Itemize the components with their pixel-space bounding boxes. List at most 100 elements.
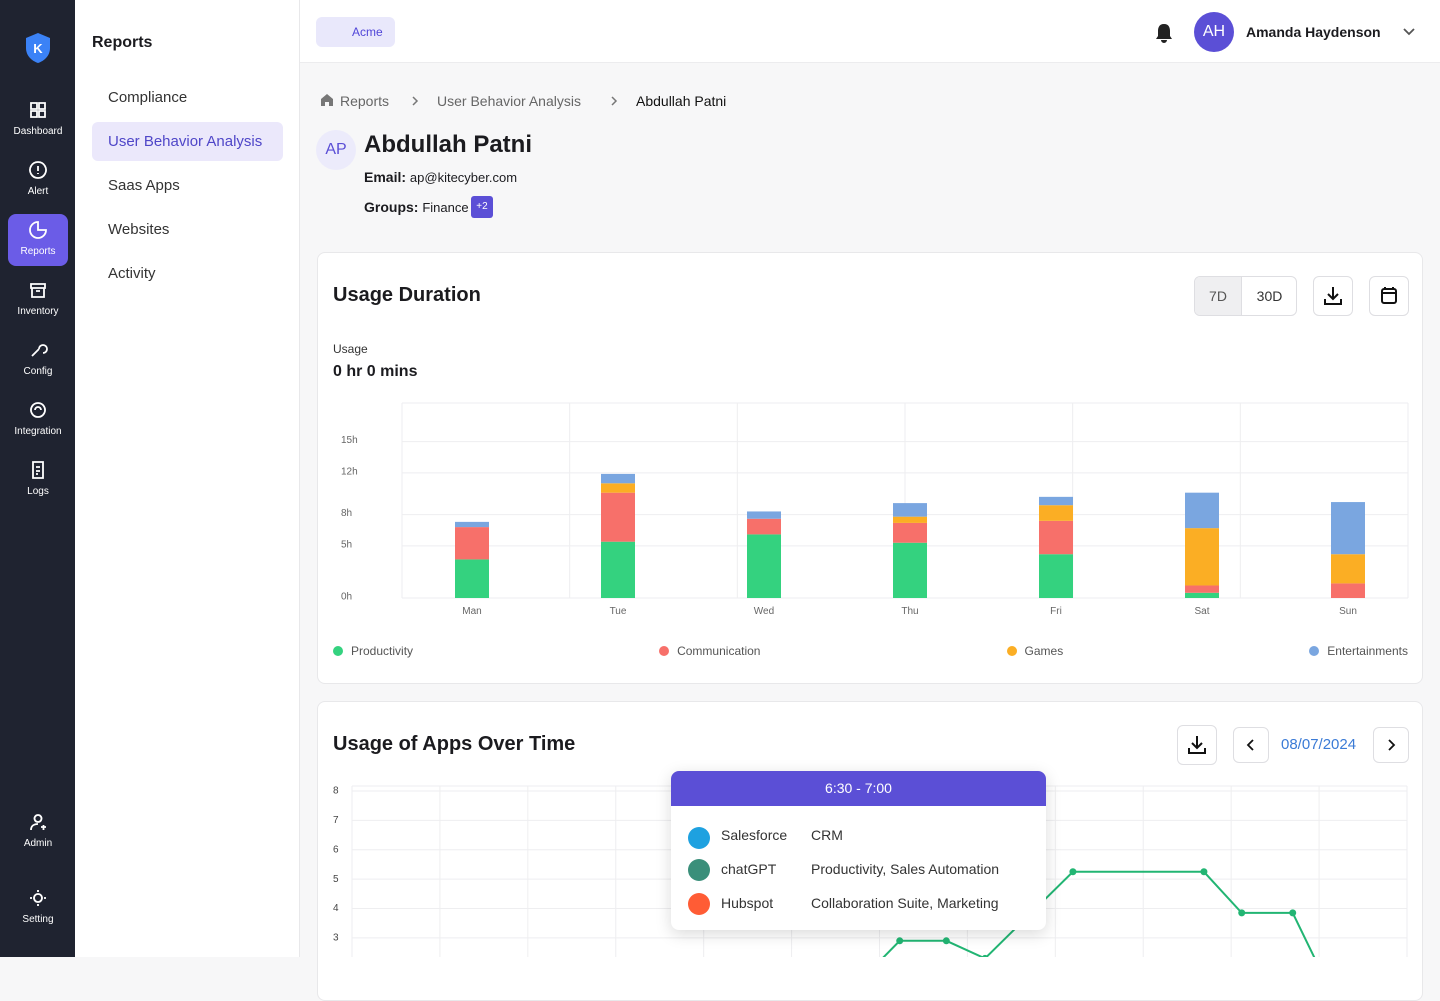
point	[1069, 868, 1077, 876]
legend-label: Games	[1024, 644, 1064, 658]
y-tick-label: 3	[333, 933, 339, 944]
more-groups[interactable]: +2	[471, 196, 493, 218]
breadcrumb-item: Abdullah Patni	[636, 93, 727, 109]
submenu-item[interactable]: Compliance	[108, 89, 188, 106]
x-tick-label: Tue	[610, 606, 627, 617]
legend-item: Communication	[659, 644, 760, 658]
submenu-item[interactable]: Activity	[108, 265, 156, 282]
nav-label: Alert	[27, 186, 49, 197]
point	[1238, 909, 1246, 917]
groups-row: Groups: Finance	[364, 199, 469, 215]
bar-segment	[601, 483, 635, 493]
legend-dot	[1006, 646, 1017, 656]
submenu: Reports Compliance User Behavior Analysis…	[75, 0, 300, 957]
bar-segment	[1185, 585, 1219, 593]
nav-item[interactable]: Admin	[8, 806, 68, 858]
y-tick-label: 4	[333, 903, 339, 914]
prev-date[interactable]	[1233, 727, 1269, 763]
bar-segment	[1039, 496, 1073, 506]
nav-item[interactable]: Setting	[8, 882, 68, 934]
legend-dot	[1309, 646, 1320, 656]
point	[1200, 868, 1208, 876]
legend-dot	[333, 646, 343, 656]
user-avatar[interactable]: AH	[1194, 12, 1234, 52]
bar-segment	[893, 542, 927, 598]
next-date[interactable]	[1373, 727, 1409, 763]
bar-segment	[747, 518, 781, 535]
nav-item[interactable]: Config	[8, 334, 68, 386]
nav-rail: K Dashboard Alert Reports Inventory Config In…	[0, 0, 75, 957]
bar-segment	[455, 521, 489, 528]
point	[896, 937, 904, 945]
group: Finance	[422, 200, 469, 215]
y-tick-label: 0h	[341, 592, 352, 603]
app-icon	[688, 893, 710, 915]
bar-segment	[601, 473, 635, 484]
nav-label: Admin	[23, 838, 53, 849]
range-button[interactable]: 30D	[1256, 288, 1283, 304]
email-label: Email:	[364, 169, 407, 185]
breadcrumb-separator	[410, 94, 420, 112]
breadcrumb-item[interactable]: User Behavior Analysis	[437, 93, 581, 109]
nav-label: Reports	[20, 246, 56, 257]
org-name: Acme	[352, 25, 383, 39]
email-row: Email: ap@kitecyber.com	[364, 169, 517, 185]
app-name: Hubspot	[721, 895, 774, 911]
calendar-button[interactable]	[1369, 276, 1409, 316]
nav-item[interactable]: Alert	[8, 154, 68, 206]
bar-segment	[1185, 592, 1219, 598]
bar-segment	[893, 516, 927, 523]
nav-item[interactable]: Dashboard	[8, 94, 68, 146]
x-tick-label: Wed	[754, 606, 774, 617]
nav-label: Dashboard	[13, 126, 63, 137]
bar-segment	[601, 492, 635, 542]
date[interactable]: 08/07/2024	[1281, 736, 1357, 753]
org-switcher[interactable]: Acme	[316, 17, 395, 47]
bar-segment	[893, 522, 927, 543]
y-tick-label: 8h	[341, 508, 352, 519]
range-button[interactable]: 7D	[1195, 277, 1242, 315]
y-tick-label: 5h	[341, 540, 352, 551]
profile-name: Abdullah Patni	[364, 131, 532, 158]
bar-segment	[1039, 554, 1073, 598]
breadcrumb-item[interactable]: Reports	[340, 93, 390, 109]
download-button[interactable]	[1177, 725, 1217, 765]
bar-segment	[455, 559, 489, 598]
submenu-item[interactable]: Saas Apps	[108, 177, 180, 194]
breadcrumb-separator	[609, 94, 619, 112]
card-title: Usage Duration	[333, 284, 481, 306]
legend-item: Entertainments	[1309, 644, 1408, 658]
charts: 0h 5h 8h 12h 15h Man Tue Wed Thu Fri Sat Sun 3 4 5 6 7 8	[333, 435, 1365, 957]
usage-card: Usage Duration 7D 30D Usage 0 hr 0 mins …	[317, 252, 1423, 684]
app-category: Collaboration Suite, Marketing	[811, 895, 999, 911]
bar-segment	[1331, 583, 1365, 598]
download-button[interactable]	[1313, 276, 1353, 316]
nav-label: Logs	[27, 486, 49, 497]
y-tick-label: 5	[333, 874, 339, 885]
nav-item[interactable]: Logs	[8, 454, 68, 506]
bar-segment	[747, 534, 781, 598]
bar-segment	[1331, 554, 1365, 584]
bar-segment	[455, 527, 489, 560]
chevron-down[interactable]	[1402, 26, 1416, 38]
app-icon	[688, 827, 710, 849]
legend-label: Entertainments	[1327, 644, 1408, 658]
nav-item[interactable]: Inventory	[8, 274, 68, 326]
user-name[interactable]: Amanda Haydenson	[1246, 24, 1381, 40]
app-name: Salesforce	[721, 827, 788, 843]
card-title: Usage of Apps Over Time	[333, 733, 576, 755]
y-tick-label: 6	[333, 844, 339, 855]
bar-segment	[1185, 528, 1219, 586]
nav-item[interactable]: Reports	[8, 214, 68, 266]
submenu-item[interactable]: User Behavior Analysis	[92, 122, 283, 161]
bell-icon[interactable]	[1153, 22, 1175, 44]
nav-item[interactable]: Integration	[8, 394, 68, 446]
legend-label: Communication	[677, 644, 761, 658]
legend-item: Games	[1006, 644, 1064, 658]
x-tick-label: Sun	[1339, 606, 1357, 617]
app-category: Productivity, Sales Automation	[811, 861, 1000, 877]
x-tick-label: Sat	[1194, 606, 1209, 617]
submenu-item[interactable]: Websites	[108, 221, 170, 238]
point	[981, 954, 989, 957]
bar-segment	[1185, 492, 1219, 529]
